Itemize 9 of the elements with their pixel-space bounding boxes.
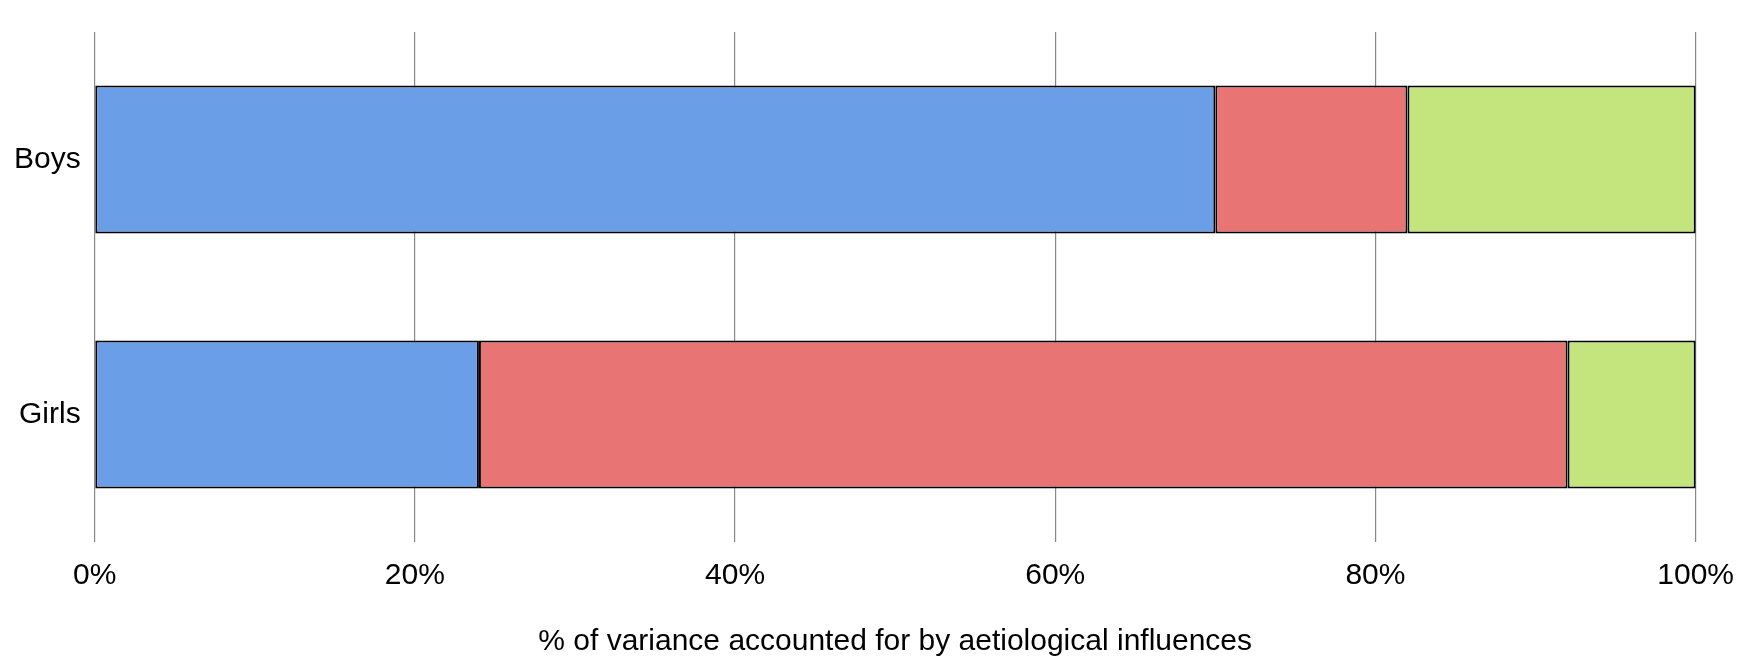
- y-tick-label: Boys: [13, 140, 81, 174]
- y-tick-label: Girls: [19, 395, 81, 429]
- x-tick-label: 80%: [1345, 557, 1406, 591]
- x-tick-label: 60%: [1025, 557, 1086, 591]
- x-tick-label: 0%: [73, 557, 117, 591]
- x-tick-label: 40%: [705, 557, 766, 591]
- x-tick-label: 20%: [384, 557, 445, 591]
- x-axis-title: % of variance accounted for by aetiological influences: [538, 623, 1253, 657]
- x-tick-label: 100%: [1657, 557, 1734, 591]
